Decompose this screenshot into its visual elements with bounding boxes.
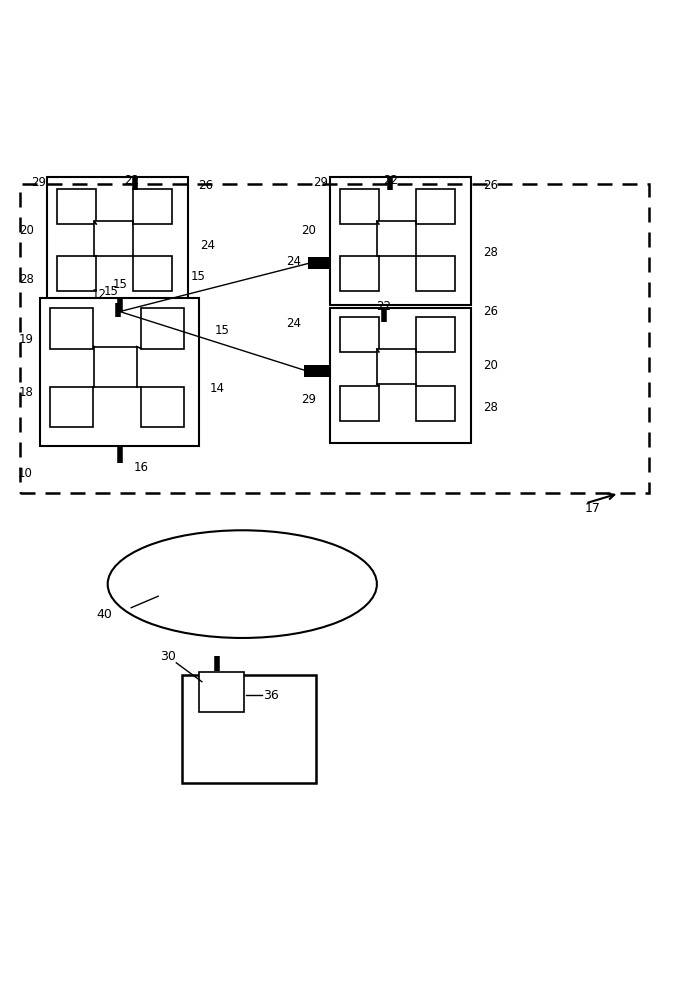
Text: 12: 12 [92, 288, 106, 301]
Text: 14: 14 [210, 382, 225, 395]
Text: 15: 15 [104, 285, 118, 298]
Bar [133, 189, 172, 224]
Bar [50, 308, 93, 349]
Ellipse shape [108, 530, 377, 638]
Text: 15: 15 [112, 278, 127, 291]
Bar [57, 256, 96, 291]
Text: 22: 22 [383, 174, 398, 187]
Bar [340, 386, 379, 421]
Bar [377, 221, 416, 256]
Text: 24: 24 [287, 317, 302, 330]
Bar [304, 365, 330, 377]
Bar [330, 177, 471, 305]
Bar [416, 317, 455, 352]
Bar [141, 387, 184, 427]
Bar [50, 387, 93, 427]
Bar [377, 349, 416, 384]
Bar [141, 308, 184, 349]
Text: 26: 26 [483, 305, 498, 318]
Text: 19: 19 [19, 333, 34, 346]
Bar [416, 256, 455, 291]
Bar [416, 189, 455, 224]
Bar [20, 184, 649, 493]
Text: 28: 28 [19, 273, 34, 286]
Bar [199, 672, 244, 712]
Text: 16: 16 [134, 461, 149, 474]
Text: 22: 22 [125, 174, 139, 187]
Text: 36: 36 [262, 689, 279, 702]
Text: 20: 20 [302, 224, 316, 237]
Text: 26: 26 [199, 179, 213, 192]
Bar [94, 221, 133, 256]
Text: 29: 29 [302, 393, 316, 406]
Text: 22: 22 [376, 300, 391, 313]
Bar [340, 189, 379, 224]
Text: 26: 26 [483, 179, 498, 192]
Bar [308, 257, 330, 269]
Bar [133, 256, 172, 291]
Text: 28: 28 [483, 401, 498, 414]
Bar [57, 189, 96, 224]
Text: 28: 28 [483, 246, 498, 259]
Bar [182, 675, 316, 783]
Text: 10: 10 [17, 467, 32, 480]
Text: 20: 20 [483, 359, 498, 372]
Bar [340, 317, 379, 352]
Text: 18: 18 [19, 386, 34, 399]
Text: 15: 15 [191, 270, 206, 283]
Text: 24: 24 [201, 239, 215, 252]
Text: 40: 40 [96, 608, 112, 621]
Bar [47, 177, 188, 305]
Bar [94, 347, 137, 387]
Text: 29: 29 [31, 176, 46, 189]
Text: 30: 30 [160, 650, 176, 663]
Text: 24: 24 [287, 255, 302, 268]
Bar [330, 308, 471, 443]
Bar [340, 256, 379, 291]
Text: 20: 20 [19, 224, 34, 237]
Text: 17: 17 [584, 502, 600, 515]
Text: 29: 29 [314, 176, 328, 189]
Bar [416, 386, 455, 421]
Bar [40, 298, 199, 446]
Text: 15: 15 [215, 324, 229, 337]
